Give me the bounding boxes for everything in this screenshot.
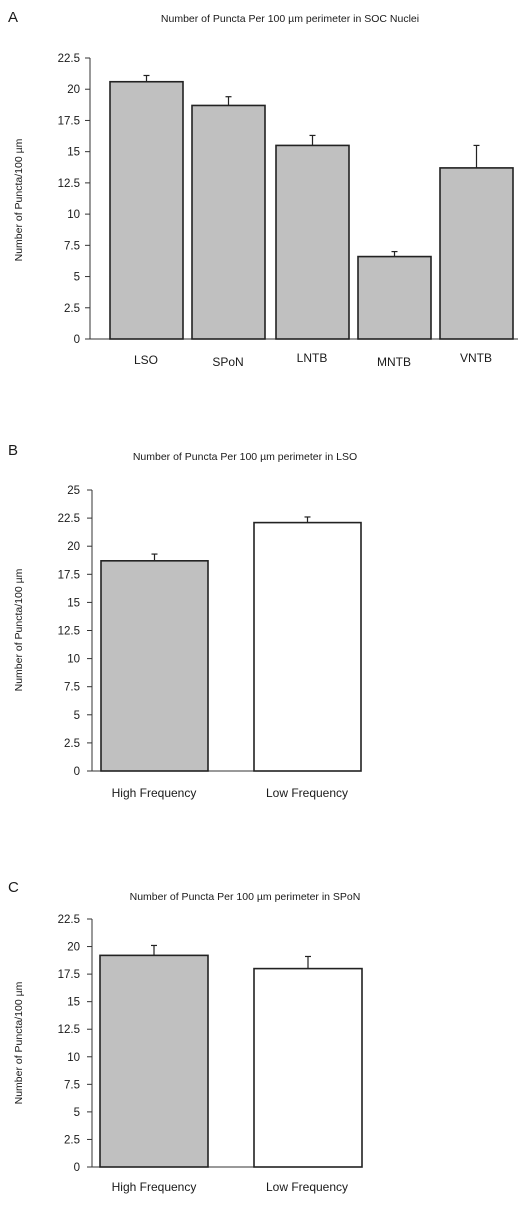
y-tick-label: 2.5 [64,303,80,315]
y-tick-label: 17.5 [58,969,80,981]
x-tick-label: LSO [134,353,158,367]
x-tick-label: LNTB [297,351,328,365]
x-tick-label: Low Frequency [266,1180,348,1194]
bar [191,104,266,340]
y-tick-label: 0 [74,334,80,346]
y-tick-label: 10 [67,1052,80,1064]
x-tick-label: MNTB [377,355,411,369]
bar [439,167,514,340]
bar [100,560,209,772]
bar [357,255,432,340]
y-tick-label: 20 [67,541,80,553]
y-tick-label: 20 [67,84,80,96]
x-tick-label: High Frequency [112,1180,197,1194]
panel-label: A [8,9,18,26]
bar [275,144,350,340]
y-tick-label: 15 [67,147,80,159]
bar [109,80,184,340]
y-tick-label: 22.5 [58,513,80,525]
chart-panel-b: B Number of Puncta Per 100 µm perimeter i… [8,442,362,800]
x-tick-label: High Frequency [112,786,197,800]
panel-label: C [8,879,19,896]
x-tick-label: SPoN [212,355,243,369]
y-tick-label: 20 [67,942,80,954]
y-tick-label: 5 [74,710,80,722]
y-tick-label: 2.5 [64,738,80,750]
bar [253,967,363,1168]
chart-title: Number of Puncta Per 100 µm perimeter in… [133,451,357,463]
y-tick-label: 2.5 [64,1134,80,1146]
y-tick-label: 15 [67,997,80,1009]
y-tick-label: 25 [67,485,80,497]
y-tick-label: 0 [74,1162,80,1174]
bar [99,954,209,1168]
y-tick-label: 5 [74,272,80,284]
chart-panel-a: A Number of Puncta Per 100 µm perimeter i… [8,9,518,369]
y-axis-label: Number of Puncta/100 µm [13,981,25,1104]
y-tick-label: 17.5 [58,569,80,581]
bar [253,521,362,772]
y-tick-label: 22.5 [58,914,80,926]
y-tick-label: 12.5 [58,626,80,638]
y-axis-label: Number of Puncta/100 µm [13,568,25,691]
y-tick-label: 15 [67,597,80,609]
panel-label: B [8,442,18,459]
y-tick-label: 10 [67,654,80,666]
y-tick-label: 0 [74,766,80,778]
y-tick-label: 10 [67,209,80,221]
chart-title: Number of Puncta Per 100 µm perimeter in… [161,13,419,25]
chart-panel-c: C Number of Puncta Per 100 µm perimeter i… [8,879,363,1194]
chart-title: Number of Puncta Per 100 µm perimeter in… [130,891,361,903]
y-tick-label: 12.5 [58,178,80,190]
x-tick-label: Low Frequency [266,786,348,800]
y-tick-label: 7.5 [64,240,80,252]
y-tick-label: 7.5 [64,682,80,694]
y-axis-label: Number of Puncta/100 µm [13,138,25,261]
y-tick-label: 17.5 [58,115,80,127]
y-tick-label: 7.5 [64,1079,80,1091]
x-tick-label: VNTB [460,351,492,365]
y-tick-label: 12.5 [58,1024,80,1036]
y-tick-label: 5 [74,1107,80,1119]
y-tick-label: 22.5 [58,53,80,65]
